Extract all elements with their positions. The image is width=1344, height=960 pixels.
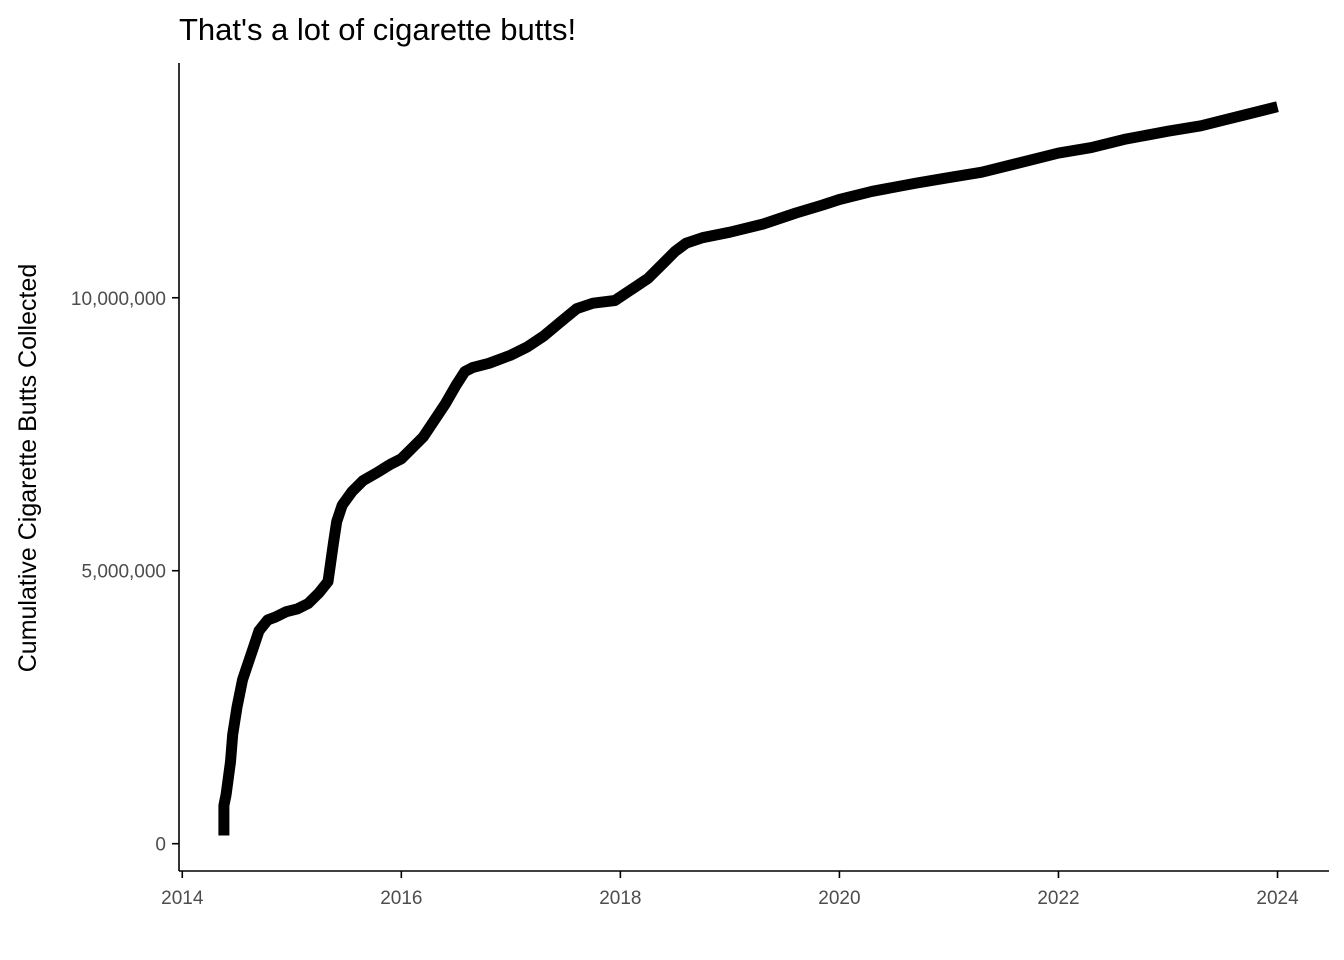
y-tick-label: 0	[155, 835, 166, 856]
x-axis: 2014 2016 2018 2020 2022 2024	[161, 870, 1329, 909]
y-tick-label: 5,000,000	[81, 562, 166, 583]
y-axis-label: Cumulative Cigarette Butts Collected	[14, 264, 42, 673]
series-line-0	[218, 101, 1279, 836]
x-tick-label: 2018	[599, 888, 641, 909]
x-tick-label: 2024	[1256, 888, 1299, 909]
x-tick-label: 2014	[161, 888, 204, 909]
x-tick-label: 2022	[1037, 888, 1079, 909]
x-tick-label: 2016	[380, 888, 422, 909]
chart-title: That's a lot of cigarette butts!	[179, 12, 576, 47]
plot-area	[218, 101, 1279, 836]
x-tick-label: 2020	[818, 888, 860, 909]
y-axis: 0 5,000,000 10,000,000	[71, 63, 180, 871]
y-tick-label: 10,000,000	[71, 289, 166, 310]
